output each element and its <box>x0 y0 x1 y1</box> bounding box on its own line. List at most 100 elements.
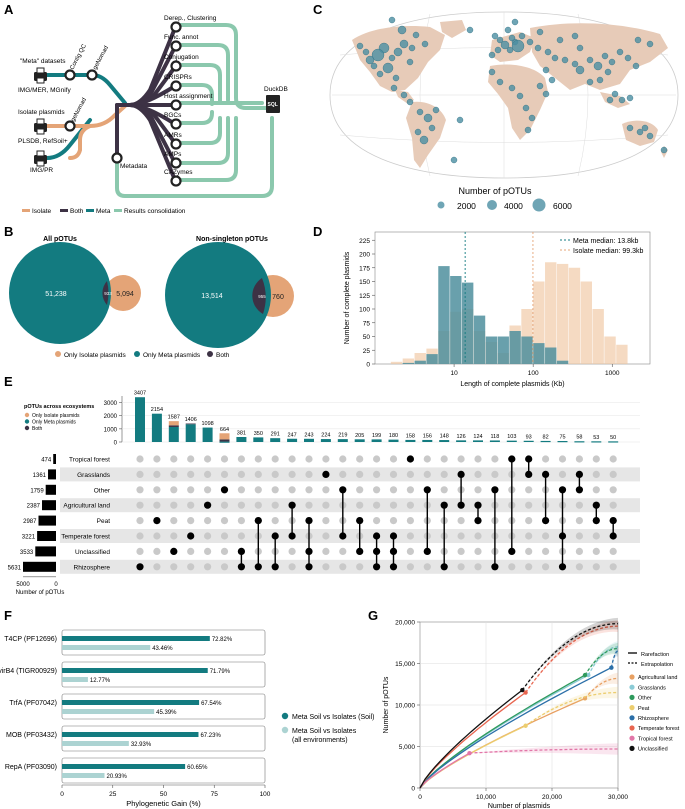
rarefaction-line <box>419 667 612 789</box>
matrix-dot-filled <box>339 486 347 494</box>
matrix-dot-empty <box>187 563 195 571</box>
set-size-label: 1361 <box>33 473 47 479</box>
map-site-bubble <box>576 44 584 52</box>
intersection-bar-meta <box>523 440 534 442</box>
land-africa <box>488 64 548 140</box>
set-size-label: 474 <box>41 458 52 464</box>
intersection-count: 126 <box>457 434 466 440</box>
map-site-bubble <box>362 48 370 56</box>
upset-legend-swatch <box>24 425 30 431</box>
matrix-dot-empty <box>204 532 212 540</box>
upset-legend-label: Only Meta plasmids <box>32 420 76 426</box>
intersection-count: 199 <box>372 433 381 439</box>
rarefaction-line <box>419 691 526 789</box>
map-site-bubble <box>511 18 519 26</box>
matrix-dot-filled <box>440 563 448 571</box>
matrix-dot-empty <box>592 563 600 571</box>
map-site-bubble <box>618 96 626 104</box>
venn-meta-circle <box>9 242 111 344</box>
set-size-bar <box>42 500 56 511</box>
rarefaction-line <box>419 752 470 789</box>
map-site-bubble <box>500 40 510 50</box>
intersection-count: 1406 <box>185 417 197 423</box>
step-node <box>170 99 182 111</box>
map-site-bubble <box>428 124 436 132</box>
map-legend-bubble-large <box>532 198 546 212</box>
intersection-count: 50 <box>610 435 616 441</box>
set-size-label: 2387 <box>27 504 41 510</box>
upset-plot: 0 1000 2000 3000 3407 2154 1587 1406 1098 664 381 3… <box>8 391 640 596</box>
gene-label: T4CP (PF12696) <box>4 636 57 643</box>
matrix-dot-empty <box>423 563 431 571</box>
matrix-dot-empty <box>474 455 482 463</box>
matrix-dot-filled <box>237 547 245 556</box>
map-site-bubble <box>406 98 414 106</box>
intersection-count: 148 <box>440 434 449 440</box>
matrix-dot-filled <box>305 517 313 525</box>
matrix-dot-empty <box>220 455 229 463</box>
matrix-dot-filled <box>373 547 381 556</box>
intersection-count: 3407 <box>134 391 146 397</box>
legend-label: Unclassified <box>638 747 668 753</box>
matrix-dot-empty <box>136 517 144 525</box>
y-axis-label: Number of pOTUs <box>383 676 390 733</box>
matrix-dot-empty <box>389 501 398 509</box>
world-map: Number of pOTUs 2000 4000 6000 <box>329 11 679 212</box>
step-node <box>170 157 182 169</box>
bar-meta-soil <box>62 636 210 641</box>
matrix-dot-empty <box>457 547 465 556</box>
matrix-dot-empty <box>271 486 279 494</box>
intersection-count: 381 <box>237 430 246 436</box>
y-tick-label: 50 <box>363 334 371 341</box>
intersection-bar-meta <box>304 438 314 442</box>
step-label: Conjugation <box>164 54 199 61</box>
qc-label: Contig QC <box>69 43 88 71</box>
step-label: BGCs <box>164 112 182 119</box>
matrix-dot-empty <box>525 532 533 540</box>
matrix-dot-empty <box>305 501 313 509</box>
step-label: Func. annot <box>164 34 199 41</box>
venn-meta-circle <box>165 242 271 348</box>
matrix-dot-empty <box>592 470 600 478</box>
row-band <box>60 467 640 482</box>
map-site-bubble <box>399 39 409 49</box>
map-site-bubble <box>611 90 619 98</box>
qc-node <box>64 69 76 81</box>
matrix-dot-empty <box>187 517 195 525</box>
upset-legend-swatch <box>24 412 30 418</box>
map-site-bubble <box>382 62 394 74</box>
legend-swatch <box>629 735 635 741</box>
matrix-dot-empty <box>322 486 330 494</box>
matrix-dot-filled <box>508 455 516 463</box>
matrix-dot-empty <box>373 455 381 463</box>
matrix-dot-empty <box>406 517 414 525</box>
flow-line-consolidation <box>174 116 238 182</box>
histogram-bar <box>461 282 474 364</box>
intersection-bar-meta <box>608 441 619 443</box>
source-title-meta: "Meta" datasets <box>20 58 66 65</box>
map-site-bubble <box>371 48 385 62</box>
histogram-bar <box>616 344 628 364</box>
map-site-bubble <box>646 40 654 48</box>
matrix-dot-empty <box>254 470 262 478</box>
matrix-dot-filled <box>153 517 161 525</box>
matrix-dot-empty <box>542 563 550 571</box>
y-tick-label: 175 <box>359 265 370 272</box>
y-tick-label: 25 <box>363 348 371 355</box>
matrix-dot-empty <box>136 470 144 478</box>
x-tick-label: 0 <box>418 794 422 801</box>
step-label: CAZymes <box>164 169 193 176</box>
y-tick-label: 75 <box>363 320 371 327</box>
histogram-bar <box>556 263 569 364</box>
intersection-bar-meta <box>202 427 213 442</box>
intersection-bar-meta <box>219 441 230 443</box>
y-tick-label: 10,000 <box>395 703 415 710</box>
map-site-bubble <box>388 16 396 24</box>
matrix-dot-filled <box>575 486 584 494</box>
matrix-dot-empty <box>525 517 533 525</box>
matrix-dot-empty <box>474 547 482 556</box>
intersection-bar-both <box>219 439 230 442</box>
histogram-bar <box>509 331 521 364</box>
set-size-bar <box>37 531 56 541</box>
matrix-dot-empty <box>220 470 229 478</box>
